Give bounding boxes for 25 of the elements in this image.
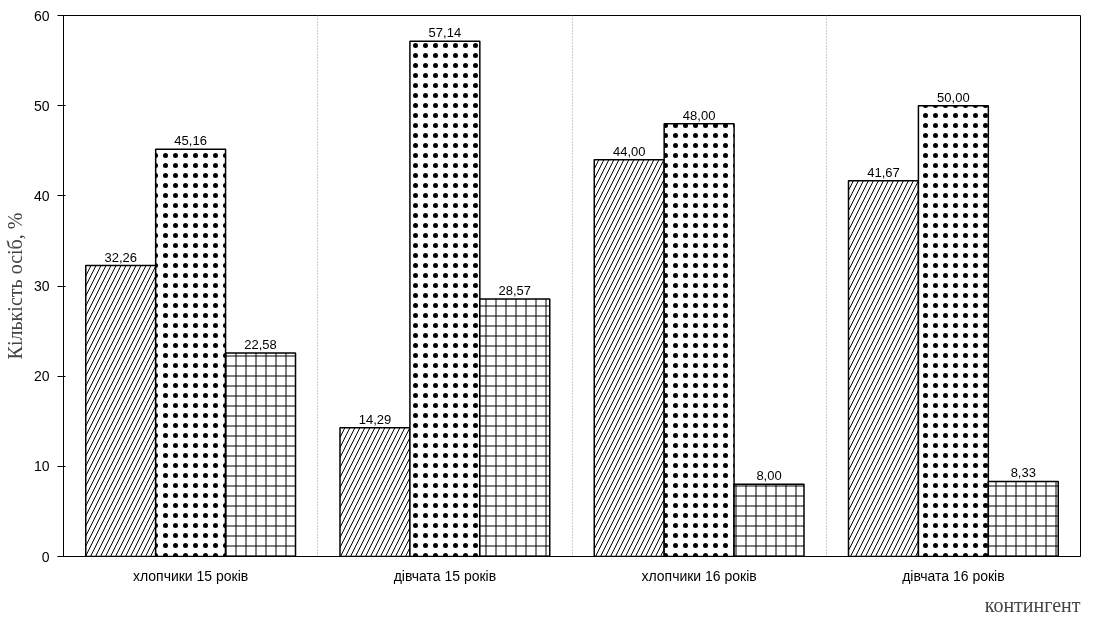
y-tick-label: 60 <box>33 7 50 24</box>
x-axis-title: контингент <box>984 593 1081 616</box>
y-tick-label: 10 <box>33 458 50 475</box>
y-tick-label: 30 <box>33 278 50 294</box>
data-label: 48,00 <box>682 107 716 123</box>
data-label: 57,14 <box>428 25 462 41</box>
data-label: 8,33 <box>1010 465 1036 481</box>
data-label: 50,00 <box>937 89 970 105</box>
y-tick-label: 20 <box>33 368 50 385</box>
data-label: 28,57 <box>498 282 532 298</box>
data-label: 14,29 <box>358 411 392 427</box>
data-label: 32,26 <box>104 249 137 265</box>
data-label: 41,67 <box>867 164 900 180</box>
x-tick-label: дівчата 15 років <box>393 567 497 584</box>
y-tick-label: 50 <box>33 97 50 114</box>
data-label: 44,00 <box>612 143 646 159</box>
y-tick-label: 40 <box>33 187 50 204</box>
y-tick-label: 0 <box>41 548 50 565</box>
x-tick-label: дівчата 16 років <box>902 567 1005 584</box>
data-label: 22,58 <box>244 336 277 352</box>
data-label: 8,00 <box>756 468 782 484</box>
x-tick-label: хлопчики 15 років <box>132 567 249 584</box>
x-tick-label: хлопчики 16 років <box>641 567 757 584</box>
y-axis-title: Кількість осіб, % <box>3 212 26 360</box>
data-label: 45,16 <box>174 133 207 149</box>
